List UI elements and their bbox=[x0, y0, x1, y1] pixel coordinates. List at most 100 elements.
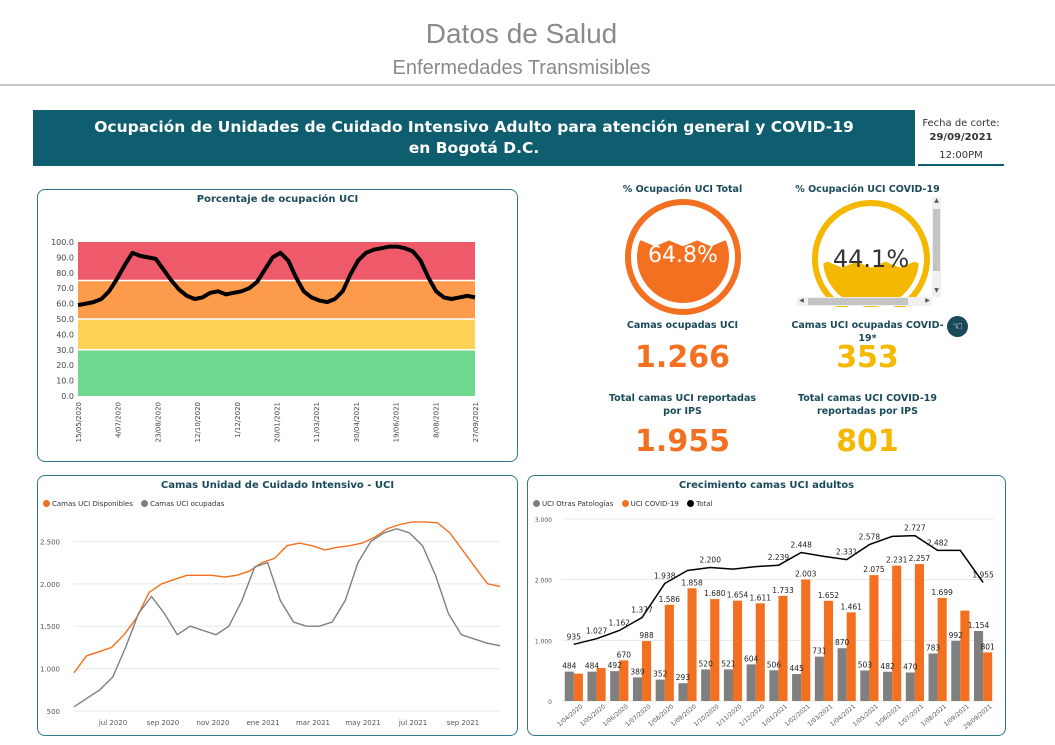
scroll-right-icon[interactable]: ▶ bbox=[923, 297, 932, 306]
y-tick-label: 30.0 bbox=[56, 346, 74, 355]
x-tick-label: 15/05/2020 bbox=[75, 402, 83, 442]
page-title: Datos de Salud bbox=[0, 18, 1043, 50]
bar-label: 670 bbox=[617, 650, 632, 659]
bar-label: 293 bbox=[676, 673, 691, 682]
bar-covid bbox=[756, 603, 765, 701]
page-header: Datos de Salud Enfermedades Transmisible… bbox=[0, 0, 1055, 86]
series-line bbox=[74, 522, 500, 673]
y-tick-label: 100.0 bbox=[51, 238, 74, 247]
bar-label: 783 bbox=[926, 643, 941, 652]
bar-label: 1.680 bbox=[704, 589, 726, 598]
total-label: 1.027 bbox=[586, 627, 608, 636]
y-tick-label: 3.000 bbox=[535, 517, 552, 524]
bar-label: 1.652 bbox=[818, 591, 840, 600]
bar-label: 604 bbox=[744, 654, 759, 663]
y-tick-label: 2.500 bbox=[40, 538, 60, 546]
bar-label: 1.154 bbox=[968, 621, 990, 630]
scroll-up-icon[interactable]: ▲ bbox=[932, 197, 941, 206]
x-tick-label: 20/01/2021 bbox=[274, 402, 282, 442]
bar-otras bbox=[951, 641, 960, 701]
vertical-scrollbar[interactable]: ▲ ▼ bbox=[932, 197, 941, 297]
total-label: 935 bbox=[567, 632, 582, 641]
gauge-value-text: 44.1% bbox=[833, 245, 909, 273]
horizontal-scrollbar[interactable]: ◀ ▶ bbox=[797, 297, 932, 306]
kpi-pct-total-label: % Ocupación UCI Total bbox=[600, 183, 765, 196]
bar-covid bbox=[733, 601, 742, 701]
beds-chart-card[interactable]: Camas Unidad de Cuidado Intensivo - UCI … bbox=[37, 475, 518, 736]
page-subtitle: Enfermedades Transmisibles bbox=[0, 57, 1043, 80]
pct-covid-gauge-scroll[interactable]: 44.1% ▲ ▼ ◀ ▶ bbox=[797, 197, 941, 307]
x-tick-label: jul 2020 bbox=[98, 719, 127, 727]
total-label: 2.239 bbox=[768, 553, 790, 562]
bar-label: 731 bbox=[812, 647, 827, 656]
cutoff-time-value: 12:00PM bbox=[918, 149, 1004, 163]
y-tick-label: 10.0 bbox=[56, 377, 74, 386]
scrollbar-thumb[interactable] bbox=[808, 298, 908, 305]
beds-chart: 5001.0001.5002.0002.500jul 2020 sep 2020 n… bbox=[38, 476, 517, 735]
bar-otras bbox=[701, 669, 710, 701]
bar-label: 1.586 bbox=[659, 595, 681, 604]
bar-label: 1.733 bbox=[772, 586, 794, 595]
pct-covid-gauge: 44.1% bbox=[809, 197, 939, 307]
growth-chart-card[interactable]: Crecimiento camas UCI adultos UCI Otras … bbox=[527, 475, 1006, 736]
hand-touch-icon[interactable]: ☜ bbox=[947, 316, 968, 337]
band bbox=[78, 242, 475, 281]
scroll-left-icon[interactable]: ◀ bbox=[797, 297, 806, 306]
bar-label: 445 bbox=[789, 664, 804, 673]
bar-otras bbox=[656, 680, 665, 701]
banner-line-2: en Bogotá D.C. bbox=[33, 138, 915, 159]
pct-total-gauge[interactable]: 64.8% bbox=[623, 197, 743, 317]
band bbox=[78, 350, 475, 396]
bar-label: 503 bbox=[858, 660, 873, 669]
scrollbar-thumb[interactable] bbox=[933, 209, 940, 271]
bar-otras bbox=[860, 670, 869, 701]
total-label: 1.938 bbox=[654, 571, 676, 580]
bar-otras bbox=[747, 664, 756, 701]
bar-label: 482 bbox=[880, 662, 895, 671]
y-tick-label: 1.500 bbox=[40, 623, 60, 631]
kpi-camas-covid-value: 353 bbox=[785, 340, 950, 375]
bar-covid bbox=[847, 612, 856, 701]
total-label: 2.448 bbox=[790, 540, 812, 549]
total-label: 2.727 bbox=[904, 524, 926, 533]
bar-otras bbox=[883, 672, 892, 701]
bar-label: 389 bbox=[630, 667, 645, 676]
bar-covid bbox=[597, 668, 606, 701]
bar-label: 988 bbox=[639, 631, 654, 640]
y-tick-label: 20.0 bbox=[56, 361, 74, 370]
bar-otras bbox=[792, 674, 801, 701]
y-tick-label: 40.0 bbox=[56, 330, 74, 339]
bar-label: 1.611 bbox=[750, 593, 772, 602]
x-tick-label: sep 2021 bbox=[447, 719, 479, 727]
y-tick-label: 60.0 bbox=[56, 300, 74, 309]
bar-otras bbox=[565, 672, 574, 701]
bar-label: 520 bbox=[699, 659, 714, 668]
occupancy-chart-card[interactable]: Porcentaje de ocupación UCI 0.0 10.0 20.0 3… bbox=[37, 189, 518, 462]
total-label: 1.162 bbox=[609, 619, 631, 628]
bar-label: 2.257 bbox=[909, 554, 931, 563]
bar-covid bbox=[688, 588, 697, 701]
x-tick-label: 4/07/2020 bbox=[115, 402, 123, 438]
y-tick-label: 500 bbox=[47, 708, 60, 716]
bar-label: 521 bbox=[721, 659, 736, 668]
bar-covid bbox=[915, 564, 924, 701]
bar-label: 1.461 bbox=[840, 602, 862, 611]
scroll-down-icon[interactable]: ▼ bbox=[932, 287, 941, 296]
bar-otras bbox=[769, 670, 778, 701]
bar-otras bbox=[610, 671, 619, 701]
bar-label: 1.858 bbox=[681, 578, 703, 587]
total-label: 2.482 bbox=[927, 538, 949, 547]
y-tick-label: 1.000 bbox=[40, 666, 60, 674]
x-tick-label: nov 2020 bbox=[197, 719, 230, 727]
x-tick-label: sep 2020 bbox=[147, 719, 179, 727]
bar-label: 1.699 bbox=[931, 588, 953, 597]
bar-label: 801 bbox=[980, 642, 995, 651]
y-tick-label: 1.000 bbox=[535, 638, 552, 645]
bar-label: 992 bbox=[949, 631, 964, 640]
gauge-value-text: 64.8% bbox=[648, 243, 718, 268]
bar-label: 2.075 bbox=[863, 565, 885, 574]
bar-otras bbox=[815, 657, 824, 701]
x-tick-label: jul 2021 bbox=[398, 719, 427, 727]
series-line bbox=[74, 529, 500, 707]
bar-covid bbox=[665, 605, 674, 701]
